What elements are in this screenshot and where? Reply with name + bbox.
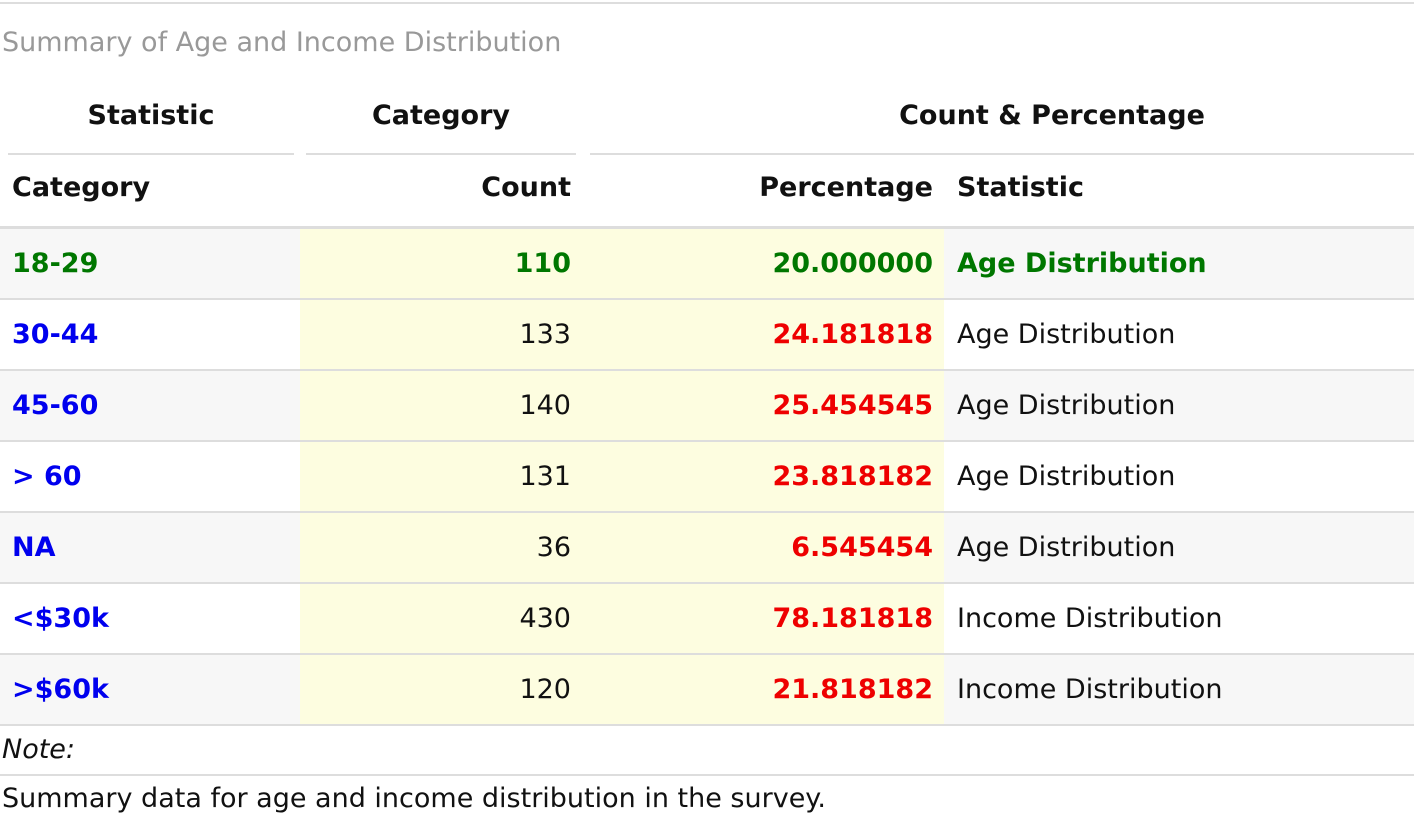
- statistic-cell: Age Distribution: [957, 319, 1176, 350]
- group-header-rule: [8, 153, 294, 155]
- column-header-count: Count: [481, 172, 571, 203]
- percentage-cell: 6.545454: [791, 532, 933, 563]
- count-cell: 36: [536, 532, 571, 563]
- column-header-category: Category: [12, 172, 151, 203]
- table-row: > 60 131 23.818182 Age Distribution: [0, 442, 1414, 513]
- table-row: 30-44 133 24.181818 Age Distribution: [0, 300, 1414, 371]
- percentage-cell: 21.818182: [772, 674, 933, 705]
- group-header-count-percentage: Count & Percentage: [899, 100, 1205, 131]
- count-cell: 430: [519, 603, 571, 634]
- statistic-cell: Income Distribution: [957, 603, 1223, 634]
- statistic-cell: Age Distribution: [957, 390, 1176, 421]
- percentage-cell: 78.181818: [772, 603, 933, 634]
- header-rule: [0, 226, 1414, 229]
- table-row: 45-60 140 25.454545 Age Distribution: [0, 371, 1414, 442]
- statistic-cell: Income Distribution: [957, 674, 1223, 705]
- percentage-cell: 20.000000: [772, 248, 933, 279]
- category-cell: >$60k: [12, 674, 109, 705]
- table-top-border: [0, 2, 1414, 4]
- category-cell: > 60: [12, 461, 82, 492]
- table-caption: Summary of Age and Income Distribution: [2, 27, 562, 58]
- percentage-cell: 23.818182: [772, 461, 933, 492]
- statistic-cell: Age Distribution: [957, 532, 1176, 563]
- count-cell: 110: [514, 248, 571, 279]
- category-cell: 30-44: [12, 319, 99, 350]
- percentage-cell: 24.181818: [772, 319, 933, 350]
- group-header-statistic: Statistic: [87, 100, 215, 131]
- group-header-rule: [306, 153, 576, 155]
- count-cell: 131: [519, 461, 571, 492]
- footnote-text: Summary data for age and income distribu…: [2, 783, 827, 814]
- group-header-rule: [590, 153, 1414, 155]
- statistic-cell: Age Distribution: [957, 461, 1176, 492]
- footnote-rule: [0, 774, 1414, 776]
- count-cell: 133: [519, 319, 571, 350]
- table-row: NA 36 6.545454 Age Distribution: [0, 513, 1414, 584]
- table-row: <$30k 430 78.181818 Income Distribution: [0, 584, 1414, 655]
- table-row: >$60k 120 21.818182 Income Distribution: [0, 655, 1414, 726]
- footnote-label: Note:: [2, 734, 76, 765]
- category-cell: NA: [12, 532, 56, 563]
- column-header-percentage: Percentage: [759, 172, 933, 203]
- statistic-cell: Age Distribution: [957, 248, 1207, 279]
- count-cell: 140: [519, 390, 571, 421]
- percentage-cell: 25.454545: [772, 390, 933, 421]
- column-header-statistic: Statistic: [957, 172, 1084, 203]
- table-row: 18-29 110 20.000000 Age Distribution: [0, 229, 1414, 300]
- category-cell: <$30k: [12, 603, 109, 634]
- count-cell: 120: [519, 674, 571, 705]
- category-cell: 45-60: [12, 390, 99, 421]
- category-cell: 18-29: [12, 248, 99, 279]
- group-header-category: Category: [371, 100, 511, 131]
